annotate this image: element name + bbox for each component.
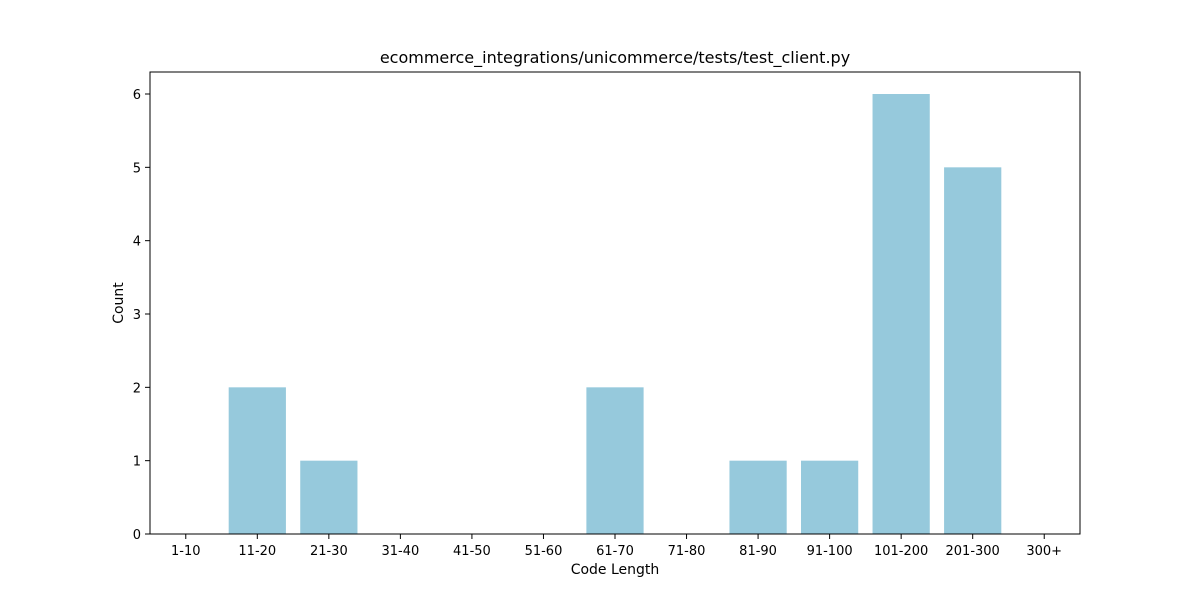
x-tick-label: 41-50 — [453, 544, 491, 559]
y-tick-label: 2 — [133, 381, 141, 396]
bar-11-20 — [228, 387, 286, 534]
y-tick-label: 4 — [133, 235, 141, 250]
y-tick-label: 6 — [133, 88, 141, 103]
x-tick-label: 31-40 — [381, 544, 419, 559]
bar-201-300 — [944, 167, 1002, 534]
x-tick-label: 201-300 — [946, 544, 1000, 559]
x-tick-label: 21-30 — [310, 544, 348, 559]
x-axis-label: Code Length — [571, 562, 660, 578]
bar-81-90 — [729, 460, 787, 534]
y-tick-label: 1 — [133, 455, 141, 470]
chart-title: ecommerce_integrations/unicommerce/tests… — [380, 48, 850, 68]
bar-21-30 — [300, 460, 358, 534]
y-tick-label: 5 — [133, 161, 141, 176]
y-ticks: 0 1 2 3 4 5 6 — [133, 88, 150, 543]
y-tick-label: 3 — [133, 308, 141, 323]
bars-layer — [228, 94, 1002, 534]
y-axis-label: Count — [111, 282, 127, 324]
x-tick-label: 91-100 — [807, 544, 853, 559]
bar-101-200 — [872, 94, 930, 534]
x-tick-label: 11-20 — [238, 544, 276, 559]
y-tick-label: 0 — [133, 528, 141, 543]
bar-61-70 — [586, 387, 644, 534]
x-tick-label: 300+ — [1026, 544, 1062, 559]
x-tick-label: 61-70 — [596, 544, 634, 559]
bar-91-100 — [801, 460, 859, 534]
x-tick-label: 71-80 — [668, 544, 706, 559]
x-tick-label: 81-90 — [739, 544, 777, 559]
x-tick-label: 101-200 — [874, 544, 928, 559]
x-ticks: 1-10 11-20 21-30 31-40 41-50 51-60 61-70 71-80 8… — [171, 534, 1062, 559]
x-tick-label: 1-10 — [171, 544, 201, 559]
x-tick-label: 51-60 — [525, 544, 563, 559]
